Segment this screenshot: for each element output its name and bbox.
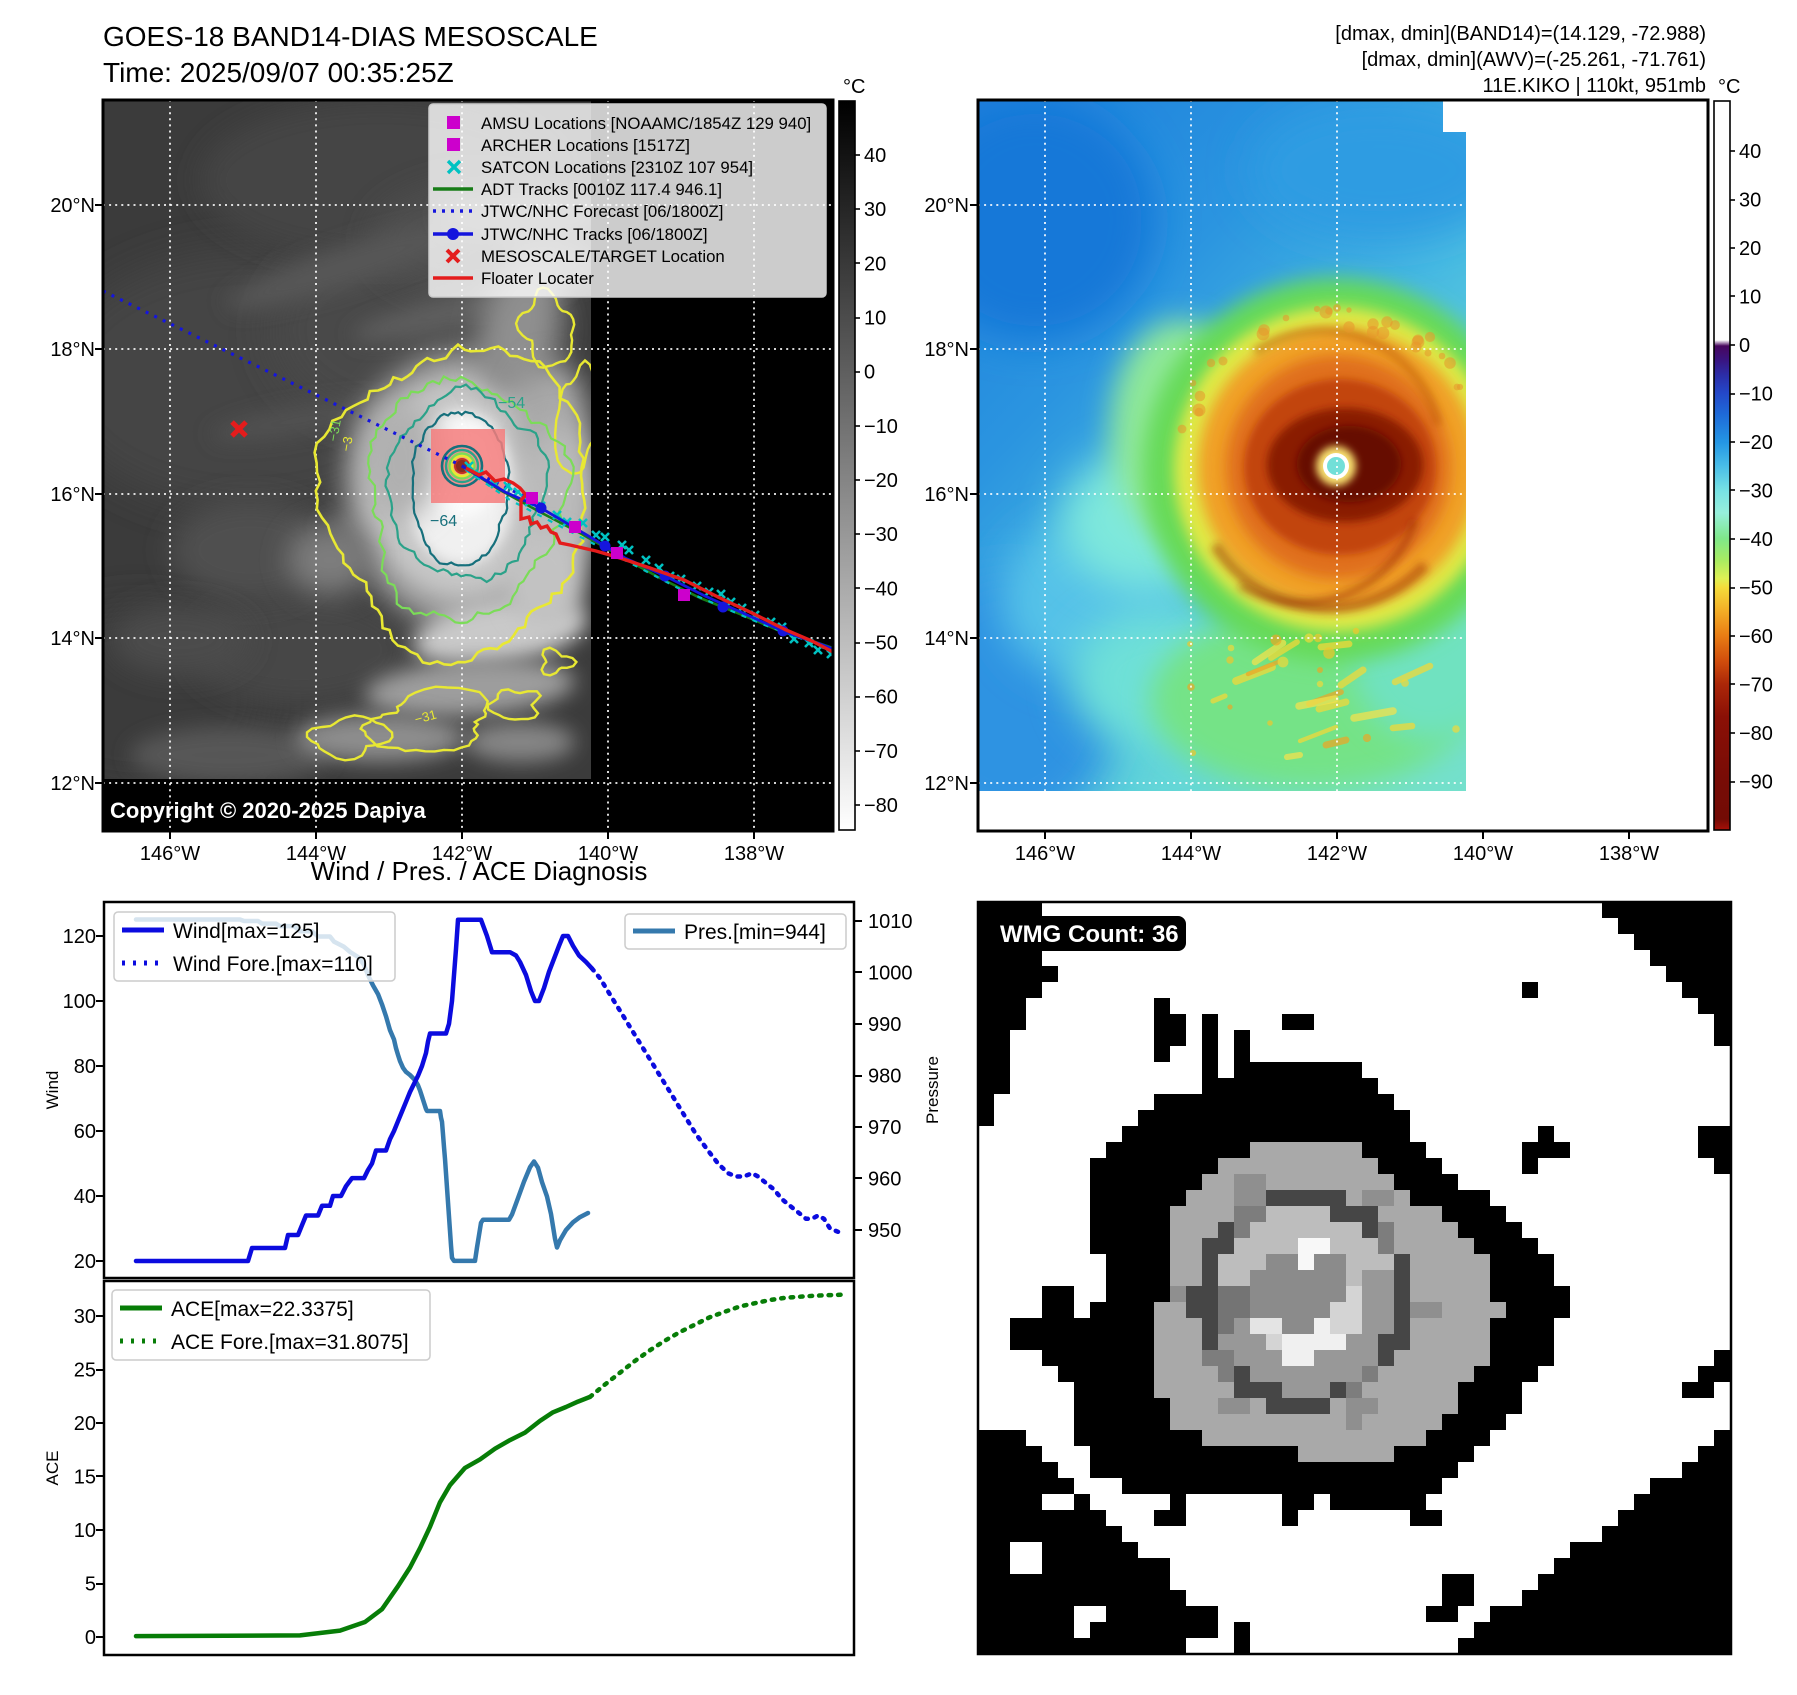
- svg-text:40: 40: [74, 1186, 96, 1208]
- svg-text:950: 950: [868, 1220, 901, 1242]
- svg-text:MESOSCALE/TARGET Location: MESOSCALE/TARGET Location: [481, 247, 725, 266]
- svg-text:−20: −20: [1739, 432, 1773, 454]
- svg-text:[dmax, dmin](BAND14)=(14.129,: [dmax, dmin](BAND14)=(14.129, -72.988): [1335, 23, 1706, 45]
- svg-text:146°W: 146°W: [140, 843, 200, 865]
- svg-text:144°W: 144°W: [1161, 843, 1221, 865]
- svg-text:JTWC/NHC Tracks [06/1800Z]: JTWC/NHC Tracks [06/1800Z]: [481, 225, 708, 244]
- svg-text:−70: −70: [1739, 675, 1773, 697]
- svg-text:−50: −50: [864, 633, 898, 655]
- svg-text:−20: −20: [864, 470, 898, 492]
- svg-text:970: 970: [868, 1117, 901, 1139]
- svg-text:ACE Fore.[max=31.8075]: ACE Fore.[max=31.8075]: [171, 1331, 409, 1354]
- svg-text:1000: 1000: [868, 963, 913, 985]
- svg-text:ADT Tracks [0010Z 117.4 946.1]: ADT Tracks [0010Z 117.4 946.1]: [481, 180, 722, 199]
- svg-text:18°N: 18°N: [50, 339, 95, 361]
- svg-text:−64: −64: [430, 513, 457, 530]
- svg-text:−30: −30: [864, 524, 898, 546]
- svg-text:JTWC/NHC Forecast [06/1800Z]: JTWC/NHC Forecast [06/1800Z]: [481, 202, 723, 221]
- svg-text:−70: −70: [864, 741, 898, 763]
- svg-text:138°W: 138°W: [724, 843, 784, 865]
- svg-text:−60: −60: [864, 687, 898, 709]
- svg-text:°C: °C: [843, 76, 865, 98]
- svg-text:142°W: 142°W: [1307, 843, 1367, 865]
- svg-text:Pressure: Pressure: [923, 1056, 942, 1124]
- svg-text:40: 40: [864, 145, 886, 167]
- svg-text:°C: °C: [1718, 76, 1740, 98]
- svg-text:144°W: 144°W: [286, 843, 346, 865]
- svg-text:0: 0: [1739, 335, 1750, 357]
- svg-text:−10: −10: [864, 416, 898, 438]
- svg-text:GOES-18 BAND14-DIAS MESOSCALE: GOES-18 BAND14-DIAS MESOSCALE: [103, 21, 598, 52]
- svg-text:ACE[max=22.3375]: ACE[max=22.3375]: [171, 1298, 354, 1321]
- svg-text:−40: −40: [1739, 529, 1773, 551]
- svg-text:WMG Count: 36: WMG Count: 36: [1000, 921, 1179, 948]
- svg-text:[dmax, dmin](AWV)=(-25.261, -7: [dmax, dmin](AWV)=(-25.261, -71.761): [1362, 49, 1706, 71]
- svg-text:20: 20: [74, 1251, 96, 1273]
- svg-text:120: 120: [63, 926, 96, 948]
- svg-text:10: 10: [864, 308, 886, 330]
- svg-text:146°W: 146°W: [1015, 843, 1075, 865]
- svg-text:Wind: Wind: [43, 1071, 62, 1110]
- svg-text:−80: −80: [1739, 723, 1773, 745]
- svg-text:16°N: 16°N: [924, 484, 969, 506]
- svg-text:80: 80: [74, 1056, 96, 1078]
- svg-text:30: 30: [74, 1306, 96, 1328]
- svg-text:−60: −60: [1739, 626, 1773, 648]
- svg-text:Pres.[min=944]: Pres.[min=944]: [684, 921, 826, 944]
- svg-text:30: 30: [1739, 190, 1761, 212]
- svg-text:20: 20: [864, 253, 886, 275]
- svg-text:−31: −31: [413, 707, 438, 727]
- svg-text:20: 20: [1739, 238, 1761, 260]
- svg-text:16°N: 16°N: [50, 484, 95, 506]
- svg-text:Copyright © 2020-2025 Dapiya: Copyright © 2020-2025 Dapiya: [110, 798, 427, 823]
- svg-text:10: 10: [74, 1520, 96, 1542]
- svg-text:14°N: 14°N: [924, 628, 969, 650]
- svg-text:5: 5: [85, 1574, 96, 1596]
- svg-text:30: 30: [864, 199, 886, 221]
- svg-text:1010: 1010: [868, 911, 913, 933]
- svg-text:Wind Fore.[max=110]: Wind Fore.[max=110]: [173, 953, 373, 976]
- svg-text:0: 0: [864, 362, 875, 384]
- svg-text:25: 25: [74, 1360, 96, 1382]
- svg-text:−54: −54: [498, 395, 525, 412]
- svg-text:20°N: 20°N: [924, 195, 969, 217]
- svg-text:−31: −31: [325, 418, 344, 442]
- svg-text:Wind[max=125]: Wind[max=125]: [173, 920, 320, 943]
- svg-text:−90: −90: [1739, 772, 1773, 794]
- svg-text:15: 15: [74, 1467, 96, 1489]
- svg-text:990: 990: [868, 1014, 901, 1036]
- svg-text:14°N: 14°N: [50, 628, 95, 650]
- svg-text:AMSU Locations [NOAAMC/1854Z 1: AMSU Locations [NOAAMC/1854Z 129 940]: [481, 114, 811, 133]
- svg-text:142°W: 142°W: [432, 843, 492, 865]
- svg-text:Time: 2025/09/07 00:35:25Z: Time: 2025/09/07 00:35:25Z: [103, 57, 454, 88]
- svg-text:−30: −30: [1739, 481, 1773, 503]
- svg-text:140°W: 140°W: [1453, 843, 1513, 865]
- svg-text:100: 100: [63, 991, 96, 1013]
- svg-text:ARCHER Locations [1517Z]: ARCHER Locations [1517Z]: [481, 136, 690, 155]
- svg-text:−80: −80: [864, 795, 898, 817]
- svg-text:Wind / Pres. / ACE Diagnosis: Wind / Pres. / ACE Diagnosis: [311, 856, 648, 886]
- svg-text:20°N: 20°N: [50, 195, 95, 217]
- svg-text:140°W: 140°W: [578, 843, 638, 865]
- svg-text:10: 10: [1739, 287, 1761, 309]
- svg-text:960: 960: [868, 1169, 901, 1191]
- svg-text:40: 40: [1739, 141, 1761, 163]
- svg-text:SATCON Locations [2310Z 107 95: SATCON Locations [2310Z 107 954]: [481, 158, 753, 177]
- svg-text:0: 0: [85, 1627, 96, 1649]
- svg-text:Floater Locater: Floater Locater: [481, 269, 594, 288]
- svg-text:18°N: 18°N: [924, 339, 969, 361]
- svg-text:−3: −3: [338, 435, 355, 452]
- svg-text:12°N: 12°N: [924, 773, 969, 795]
- svg-text:20: 20: [74, 1413, 96, 1435]
- svg-text:12°N: 12°N: [50, 773, 95, 795]
- svg-text:−10: −10: [1739, 384, 1773, 406]
- svg-text:60: 60: [74, 1121, 96, 1143]
- svg-text:138°W: 138°W: [1599, 843, 1659, 865]
- svg-text:980: 980: [868, 1066, 901, 1088]
- svg-text:11E.KIKO | 110kt, 951mb: 11E.KIKO | 110kt, 951mb: [1483, 75, 1706, 97]
- svg-text:ACE: ACE: [43, 1451, 62, 1486]
- svg-text:−40: −40: [864, 578, 898, 600]
- svg-text:−50: −50: [1739, 578, 1773, 600]
